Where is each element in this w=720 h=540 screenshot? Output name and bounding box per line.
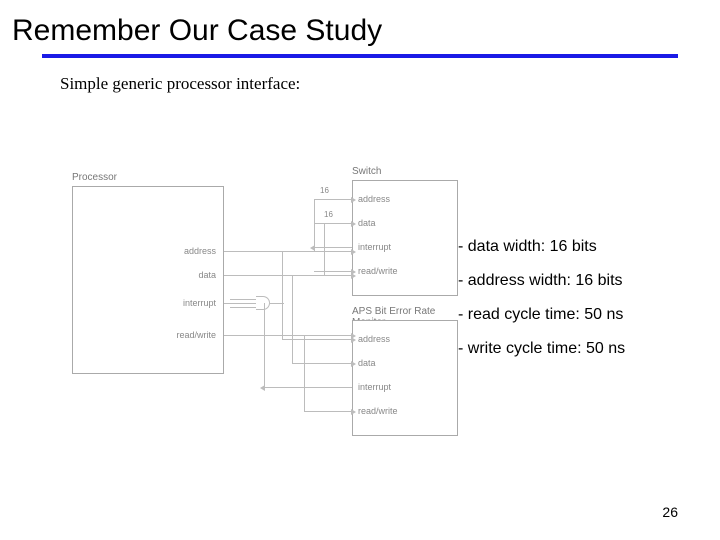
switch-port-readwrite: read/write bbox=[358, 266, 418, 276]
wire bbox=[230, 307, 256, 308]
switch-port-interrupt: interrupt bbox=[358, 242, 418, 252]
wire bbox=[304, 411, 352, 412]
spec-item: - data width: 16 bits bbox=[458, 238, 678, 256]
monitor-port-interrupt: interrupt bbox=[358, 382, 418, 392]
wire bbox=[230, 299, 256, 300]
proc-port-interrupt: interrupt bbox=[156, 298, 216, 308]
switch-port-data: data bbox=[358, 218, 418, 228]
title-underline bbox=[42, 54, 678, 58]
wire bbox=[292, 275, 293, 363]
wire bbox=[314, 271, 352, 272]
slide-title: Remember Our Case Study bbox=[0, 0, 720, 54]
wire bbox=[264, 303, 265, 387]
block-diagram: Processor Switch APS Bit Error Rate Moni… bbox=[34, 150, 464, 450]
wire bbox=[324, 223, 325, 275]
or-gate bbox=[256, 296, 270, 310]
spec-item: - address width: 16 bits bbox=[458, 272, 678, 290]
wire bbox=[264, 387, 352, 388]
switch-label: Switch bbox=[352, 166, 381, 177]
bus-width-address: 16 bbox=[320, 186, 329, 195]
wire bbox=[224, 335, 352, 336]
proc-port-data: data bbox=[156, 270, 216, 280]
processor-label: Processor bbox=[72, 172, 117, 183]
wire bbox=[224, 275, 352, 276]
spec-item: - write cycle time: 50 ns bbox=[458, 340, 678, 358]
proc-port-readwrite: read/write bbox=[156, 330, 216, 340]
switch-port-address: address bbox=[358, 194, 418, 204]
wire bbox=[304, 335, 305, 411]
slide-subtitle: Simple generic processor interface: bbox=[60, 74, 720, 94]
wire bbox=[270, 303, 284, 304]
monitor-port-data: data bbox=[358, 358, 418, 368]
wire bbox=[314, 199, 315, 251]
wire bbox=[314, 247, 352, 248]
monitor-port-address: address bbox=[358, 334, 418, 344]
page-number: 26 bbox=[662, 504, 678, 520]
monitor-port-readwrite: read/write bbox=[358, 406, 418, 416]
wire bbox=[314, 223, 352, 224]
wire bbox=[314, 199, 352, 200]
wire bbox=[224, 251, 352, 252]
proc-port-address: address bbox=[156, 246, 216, 256]
spec-list: - data width: 16 bits - address width: 1… bbox=[458, 238, 678, 374]
wire bbox=[282, 339, 352, 340]
wire bbox=[292, 363, 352, 364]
processor-box bbox=[72, 186, 224, 374]
wire bbox=[282, 251, 283, 339]
spec-item: - read cycle time: 50 ns bbox=[458, 306, 678, 324]
bus-width-data: 16 bbox=[324, 210, 333, 219]
